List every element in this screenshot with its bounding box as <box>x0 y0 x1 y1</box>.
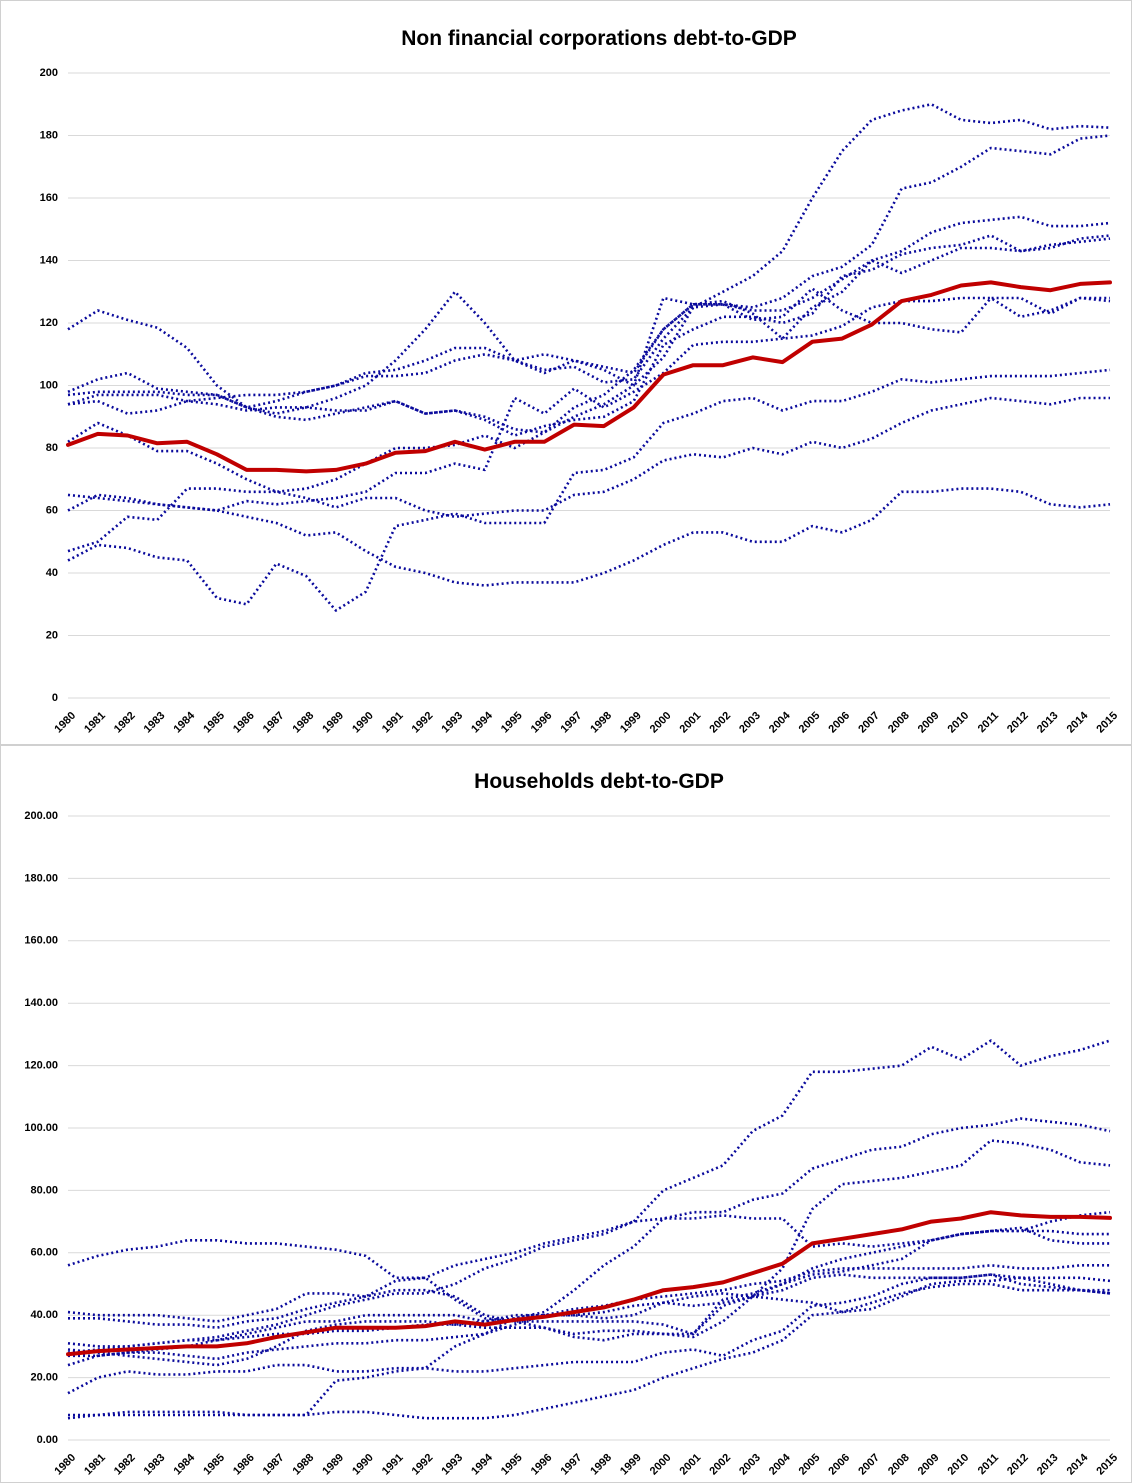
series-line <box>66 1210 1112 1357</box>
y-tick-label: 120 <box>40 317 58 329</box>
series-line <box>67 396 1110 553</box>
y-tick-label: 200 <box>40 67 58 79</box>
chart-title: Non financial corporations debt-to-GDP <box>401 27 797 50</box>
series-line <box>67 287 1111 409</box>
series-line <box>67 1117 1111 1323</box>
y-tick-label: 160 <box>40 192 58 204</box>
y-tick-label: 0 <box>52 692 58 704</box>
chart-title: Households debt-to-GDP <box>474 770 724 793</box>
y-tick-label: 60.00 <box>30 1247 58 1259</box>
series-line <box>67 237 1111 494</box>
y-tick-label: 20 <box>46 629 58 641</box>
series-line <box>67 103 1111 415</box>
y-tick-label: 80 <box>46 442 58 454</box>
series-line <box>67 1264 1110 1367</box>
y-tick-label: 20.00 <box>30 1372 58 1384</box>
panel <box>0 0 1132 745</box>
y-tick-label: 60 <box>46 504 58 516</box>
series-line <box>67 1273 1111 1395</box>
y-tick-label: 120.00 <box>24 1060 58 1072</box>
y-tick-label: 180 <box>40 129 58 141</box>
y-tick-label: 0.00 <box>37 1434 58 1446</box>
y-tick-label: 200.00 <box>24 810 58 822</box>
y-tick-label: 160.00 <box>24 935 58 947</box>
y-tick-label: 80.00 <box>30 1184 58 1196</box>
y-tick-label: 100.00 <box>24 1122 58 1134</box>
series-line <box>67 487 1111 587</box>
series-line <box>67 1226 1110 1367</box>
panel <box>0 745 1132 1483</box>
series-line <box>66 280 1112 474</box>
y-tick-label: 140 <box>40 254 58 266</box>
y-tick-label: 40.00 <box>30 1309 58 1321</box>
series-line <box>67 215 1111 434</box>
y-tick-label: 140.00 <box>24 997 58 1009</box>
y-tick-label: 100 <box>40 379 58 391</box>
series-line <box>67 1139 1111 1339</box>
series-line <box>67 234 1111 437</box>
series-line <box>67 368 1111 612</box>
y-tick-label: 40 <box>46 567 58 579</box>
y-tick-label: 180.00 <box>24 872 58 884</box>
series-line <box>68 1276 1110 1361</box>
